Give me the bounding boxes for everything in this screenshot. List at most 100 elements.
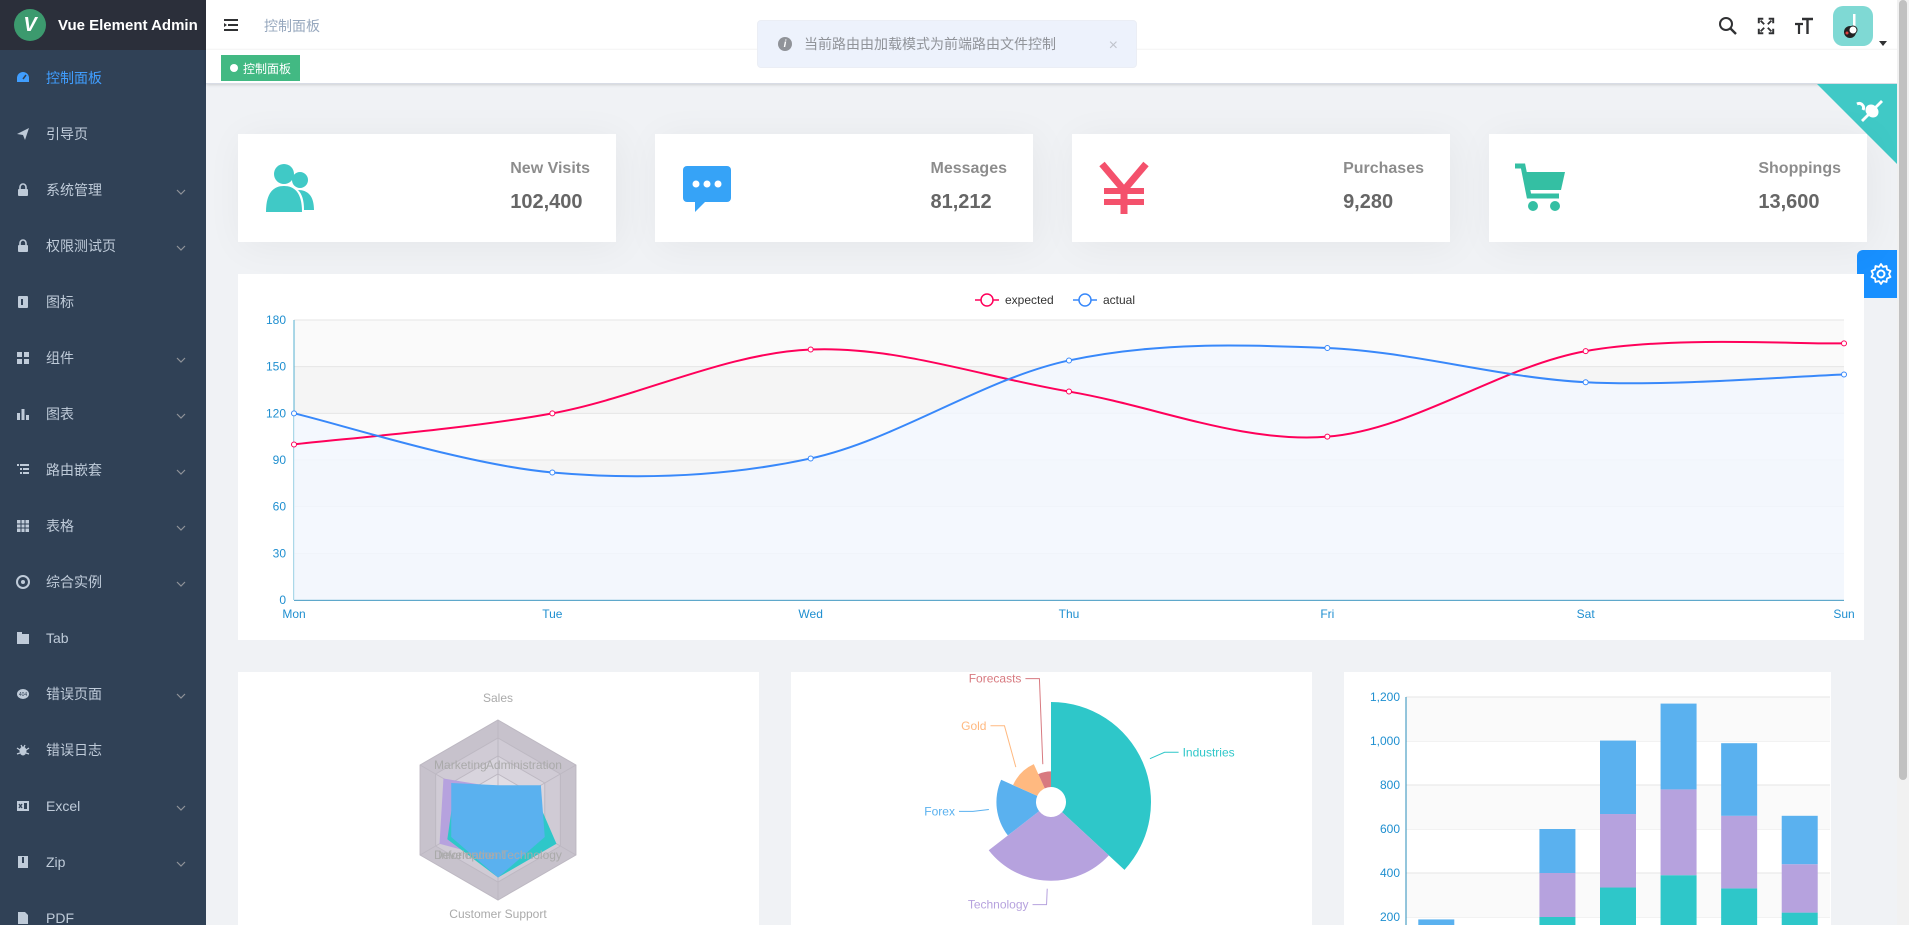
radar-series[interactable] — [451, 783, 545, 878]
github-corner[interactable] — [1817, 84, 1897, 164]
sidebar-item-label: 控制面板 — [46, 70, 102, 86]
sidebar-item[interactable]: 404 错误页面 — [0, 666, 206, 722]
radar-chart[interactable]: Sales Administration Information Technolog… — [238, 672, 759, 925]
bar-segment[interactable] — [1539, 917, 1576, 925]
bar-segment[interactable] — [1781, 912, 1818, 925]
sidebar-item[interactable]: PDF — [0, 890, 206, 925]
bar-segment[interactable] — [1600, 740, 1636, 815]
pie-label-line — [1032, 888, 1048, 906]
y-tick-label: 90 — [273, 453, 287, 467]
vue-logo-icon: V — [14, 9, 46, 41]
pie-slice[interactable] — [1013, 764, 1045, 796]
bar-segment[interactable] — [1781, 864, 1818, 913]
sidebar-item[interactable]: Zip — [0, 834, 206, 890]
pie-slice[interactable] — [1038, 771, 1051, 789]
pdf-icon — [16, 911, 30, 925]
data-point[interactable] — [1324, 433, 1331, 440]
y-tick-label: 60 — [273, 500, 287, 514]
info-icon: i — [778, 37, 792, 51]
data-point[interactable] — [549, 410, 556, 417]
pie-slice[interactable] — [996, 779, 1040, 836]
bar-segment[interactable] — [1660, 875, 1697, 925]
card-value: 81,212 — [930, 191, 992, 213]
bar-segment[interactable] — [1781, 815, 1818, 865]
pie-slice[interactable] — [988, 811, 1109, 881]
bar-segment[interactable] — [1721, 888, 1758, 925]
sidebar-item[interactable]: 图标 — [0, 274, 206, 330]
y-tick-label: 400 — [1380, 866, 1400, 880]
sidebar-item[interactable]: 错误日志 — [0, 722, 206, 778]
data-point[interactable] — [1582, 379, 1589, 386]
hamburger-icon[interactable] — [222, 15, 242, 35]
chevron-down-icon — [176, 800, 186, 811]
bar-segment[interactable] — [1660, 789, 1697, 876]
sidebar-item-label: 系统管理 — [46, 182, 102, 198]
data-point[interactable] — [807, 455, 814, 462]
data-point[interactable] — [291, 441, 297, 448]
card-label: Purchases — [1343, 160, 1424, 177]
sidebar-item[interactable]: 控制面板 — [0, 50, 206, 106]
sidebar-item[interactable]: 路由嵌套 — [0, 442, 206, 498]
search-icon[interactable] — [1717, 15, 1739, 37]
caret-down-icon[interactable] — [1879, 34, 1887, 46]
grid-band — [1406, 697, 1830, 741]
y-tick-label: 1,200 — [1370, 690, 1400, 704]
sidebar-item[interactable]: Tab — [0, 610, 206, 666]
avatar[interactable] — [1833, 6, 1873, 46]
data-point[interactable] — [1582, 348, 1589, 355]
size-select-icon[interactable] — [1793, 15, 1815, 37]
y-tick-label: 30 — [273, 546, 287, 560]
sidebar-item[interactable]: 组件 — [0, 330, 206, 386]
chevron-down-icon — [176, 464, 186, 475]
data-point[interactable] — [807, 346, 814, 353]
card-new-visits[interactable]: New Visits 102,400 — [238, 134, 616, 242]
sidebar-logo[interactable]: V Vue Element Admin — [0, 0, 206, 50]
bar-segment[interactable] — [1418, 919, 1455, 925]
bar-segment[interactable] — [1600, 814, 1636, 888]
bar-segment[interactable] — [1600, 887, 1636, 925]
bar-segment[interactable] — [1660, 703, 1697, 790]
sidebar-item[interactable]: 权限测试页 — [0, 218, 206, 274]
card-shoppings[interactable]: Shoppings 13,600 — [1489, 134, 1867, 242]
close-icon[interactable]: × — [1108, 37, 1118, 54]
sidebar-item-label: Excel — [46, 798, 81, 814]
fullscreen-icon[interactable] — [1755, 15, 1777, 37]
bar-segment[interactable] — [1539, 829, 1576, 873]
pie-label: Gold — [961, 719, 986, 733]
data-point[interactable] — [1066, 357, 1072, 364]
legend-item-actual[interactable]: actual — [1073, 293, 1135, 307]
pie-label: Forex — [924, 804, 955, 818]
bar-segment[interactable] — [1539, 873, 1576, 917]
bar-chart-panel: 200 400 600 800 1,000 1,200 — [1344, 672, 1831, 925]
sidebar-item[interactable]: 图表 — [0, 386, 206, 442]
data-point[interactable] — [1841, 371, 1847, 378]
data-point[interactable] — [291, 410, 297, 417]
tag-dashboard[interactable]: 控制面板 — [221, 55, 301, 81]
scrollbar-thumb[interactable] — [1899, 0, 1907, 780]
page-scrollbar[interactable] — [1897, 0, 1909, 925]
app-title: Vue Element Admin — [58, 16, 198, 34]
data-point[interactable] — [1324, 345, 1331, 351]
sidebar-item[interactable]: Excel — [0, 778, 206, 834]
sidebar-item[interactable]: 表格 — [0, 498, 206, 554]
data-point[interactable] — [1841, 340, 1847, 347]
legend-item-expected[interactable]: expected — [975, 293, 1054, 307]
radar-indicator-label: Marketing — [434, 758, 487, 772]
y-tick-label: 120 — [266, 406, 286, 420]
bar-segment[interactable] — [1721, 743, 1758, 816]
sidebar-item[interactable]: 系统管理 — [0, 162, 206, 218]
data-point[interactable] — [1066, 388, 1072, 395]
bar-segment[interactable] — [1721, 815, 1758, 889]
line-chart[interactable]: 0 30 60 90 120 150 180 Mon Tue Wed Thu Fri Sat Sun exp… — [238, 274, 1864, 640]
sidebar-item-label: 权限测试页 — [46, 238, 116, 254]
card-purchases[interactable]: Purchases 9,280 — [1072, 134, 1450, 242]
bar-chart[interactable]: 200 400 600 800 1,000 1,200 — [1344, 672, 1831, 925]
sidebar-item[interactable]: 综合实例 — [0, 554, 206, 610]
data-point[interactable] — [549, 469, 556, 476]
pie-chart[interactable]: Industries Technology Forex Gold Forecasts — [791, 672, 1312, 925]
y-tick-label: 1,000 — [1370, 734, 1400, 748]
pie-slice[interactable] — [1051, 702, 1151, 870]
sidebar-item[interactable]: 引导页 — [0, 106, 206, 162]
card-messages[interactable]: Messages 81,212 — [655, 134, 1033, 242]
card-value: 102,400 — [510, 191, 583, 213]
